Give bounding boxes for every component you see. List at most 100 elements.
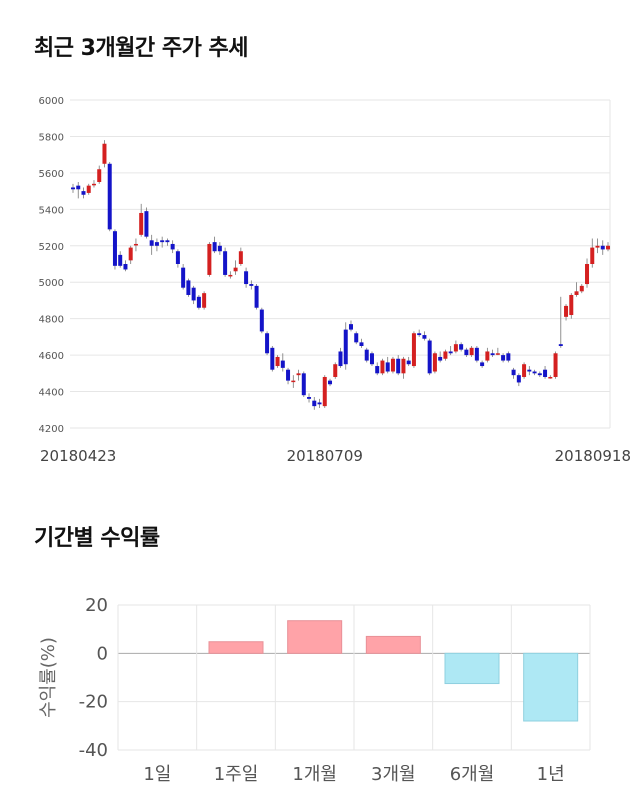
candle-body (165, 240, 170, 243)
candle-body (312, 400, 317, 407)
candle-body (401, 358, 406, 374)
x-tick-label: 20180709 (287, 447, 363, 465)
x-tick-label: 3개월 (371, 764, 416, 785)
y-tick-label: 5800 (39, 132, 64, 143)
x-tick-label: 1년 (537, 764, 565, 785)
candle-body (390, 358, 395, 372)
x-tick-label: 20180918 (555, 447, 631, 465)
candle-body (71, 187, 75, 190)
candle-body (170, 243, 175, 250)
return-bar (287, 620, 343, 654)
candle-body (181, 267, 186, 288)
candle-body (516, 375, 521, 383)
candle-body (532, 371, 537, 374)
candle-body (144, 211, 149, 237)
price-trend-chart: 4200 4400 4600 4800 5000 5200 5400 5600 5800 6000… (39, 96, 631, 465)
candle-body (474, 347, 479, 361)
candle-body (585, 264, 590, 285)
candle-body (348, 324, 353, 330)
x-tick-label: 20180423 (40, 447, 116, 465)
candle-body (527, 369, 532, 372)
candle-body (91, 183, 96, 186)
candle-body (359, 342, 364, 346)
candle-body (317, 402, 322, 405)
candle-body (249, 284, 254, 286)
candle-body (427, 340, 432, 374)
candle-body (411, 333, 416, 367)
candle-body (579, 285, 584, 292)
candle-body (480, 362, 485, 367)
candle-body (469, 347, 474, 356)
candle-body (343, 329, 348, 365)
candle-body (417, 333, 422, 336)
candle-body (490, 353, 495, 356)
candle-body (501, 355, 506, 361)
candle-body (280, 360, 285, 368)
candle-body (202, 293, 207, 308)
candle-body (464, 349, 469, 356)
y-tick-label: 4800 (39, 315, 64, 326)
return-title: 기간별 수익률 (34, 526, 160, 551)
y-tick-label: 0 (97, 643, 108, 664)
candle-body (606, 245, 610, 250)
candle-body (139, 212, 144, 235)
x-tick-label: 6개월 (450, 764, 495, 785)
x-tick-label: 1개월 (292, 764, 337, 785)
candle-body (459, 344, 464, 350)
candle-body (453, 344, 458, 352)
candle-body (448, 351, 453, 354)
candle-body (307, 397, 312, 399)
candle-body (369, 353, 374, 365)
candle-body (301, 373, 306, 396)
return-bar (523, 652, 579, 722)
candle-body (296, 373, 301, 376)
candle-body (175, 251, 180, 264)
candle-body (207, 243, 212, 275)
y-tick-label: 5000 (39, 278, 64, 289)
candle-body (244, 271, 249, 285)
candle-body (438, 356, 443, 361)
candle-body (238, 251, 243, 264)
candle-body (102, 143, 107, 164)
candle-body (154, 242, 159, 246)
candle-body (112, 231, 117, 266)
candle-body (375, 366, 380, 374)
return-bar (365, 635, 421, 654)
y-tick-label: 4600 (39, 351, 64, 362)
candle-body (338, 351, 343, 367)
return-bar (208, 641, 264, 654)
y-tick-label: 5600 (39, 169, 64, 180)
candle-body (118, 254, 123, 266)
candle-body (553, 353, 558, 377)
candle-body (286, 369, 291, 381)
candle-body (270, 347, 275, 370)
candle-body (149, 240, 154, 246)
candle-body (76, 185, 81, 190)
y-tick-label: -40 (79, 740, 108, 761)
candle-body (495, 353, 500, 355)
candle-body (558, 344, 563, 346)
candle-body (569, 294, 574, 316)
candle-body (191, 287, 196, 301)
candle-body (196, 296, 201, 308)
candle-body (97, 169, 102, 182)
candle-body (574, 291, 579, 295)
candle-body (291, 380, 296, 383)
candle-body (328, 380, 333, 385)
candle-body (333, 364, 338, 377)
candle-body (443, 351, 448, 359)
price-trend-title: 최근 3개월간 주가 추세 (34, 36, 248, 61)
candle-body (254, 285, 259, 308)
y-axis-label: 수익률(%) (38, 637, 59, 718)
candle-body (81, 191, 86, 195)
candle-body (160, 240, 165, 243)
candle-body (600, 245, 605, 250)
candle-body (548, 376, 553, 379)
return-bar (444, 652, 500, 685)
candle-body (186, 280, 191, 295)
candle-body (123, 264, 128, 270)
candle-body (590, 247, 595, 264)
candle-body (223, 251, 228, 275)
y-tick-label: 5200 (39, 242, 64, 253)
